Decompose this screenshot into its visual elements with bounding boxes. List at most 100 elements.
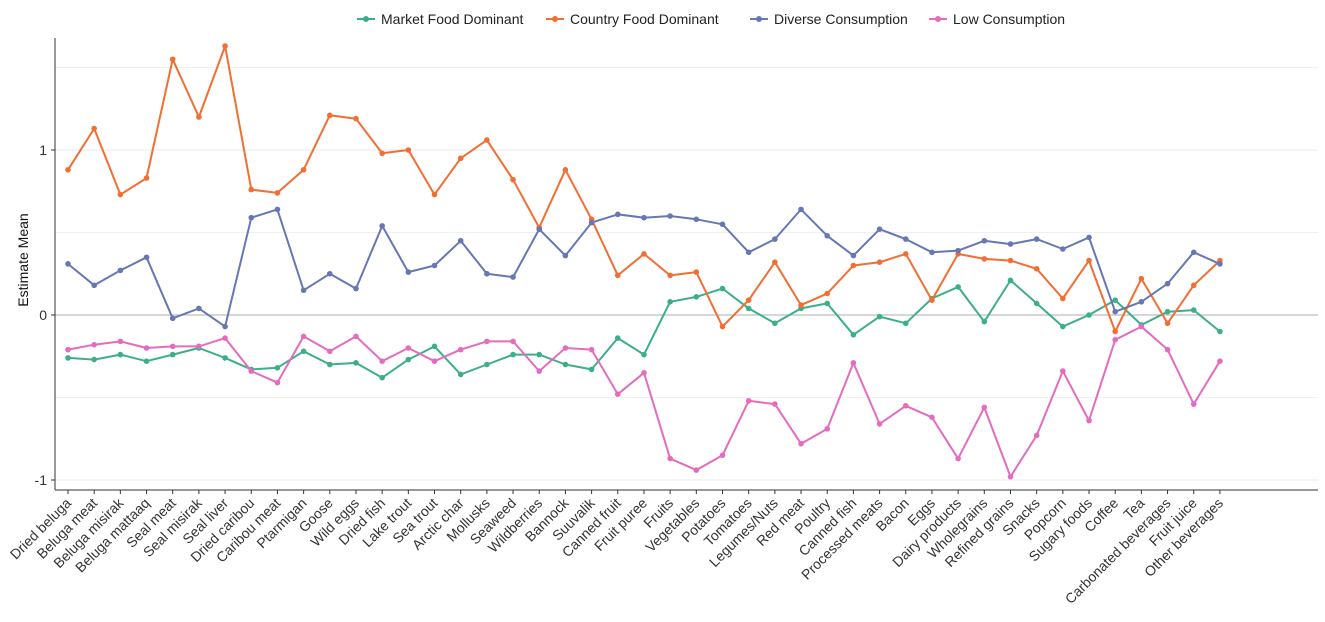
data-point: [693, 216, 700, 223]
data-point: [614, 391, 621, 398]
data-point: [457, 371, 464, 378]
data-point: [562, 167, 569, 173]
data-point: [667, 299, 673, 305]
data-point: [274, 190, 281, 196]
data-point: [1217, 261, 1223, 267]
series-line-low-consumption: [67, 325, 1221, 478]
data-point: [196, 305, 202, 312]
data-point: [353, 360, 359, 366]
data-point: [1060, 246, 1066, 252]
data-point: [169, 56, 176, 63]
data-point: [510, 351, 516, 358]
data-point: [405, 356, 412, 363]
legend-label: Country Food Dominant: [570, 11, 719, 27]
data-point: [1033, 266, 1040, 272]
data-point: [405, 147, 412, 153]
data-point: [117, 351, 124, 358]
data-point: [824, 290, 831, 297]
legend: Market Food Dominant Country Food Dominan…: [357, 11, 1065, 27]
data-point: [405, 345, 412, 351]
y-tick-label: 0: [39, 307, 47, 323]
data-point: [562, 252, 569, 259]
legend-key-point: [935, 16, 941, 22]
data-point: [484, 270, 490, 277]
data-point: [876, 259, 883, 266]
y-tick-label: 1: [39, 142, 47, 158]
data-point: [693, 467, 700, 473]
data-point: [902, 402, 909, 409]
data-point: [405, 269, 412, 275]
data-point: [117, 338, 124, 345]
data-point: [1138, 275, 1145, 282]
data-point: [1060, 295, 1066, 302]
data-point: [772, 320, 778, 327]
data-point: [65, 261, 71, 267]
data-point: [1007, 241, 1014, 247]
data-point: [824, 300, 831, 307]
data-point: [327, 361, 333, 368]
data-point: [1086, 312, 1092, 318]
y-axis-title: Estimate Mean: [15, 213, 31, 306]
data-point: [169, 343, 176, 350]
data-point: [876, 313, 883, 320]
data-point: [772, 236, 778, 242]
legend-label: Low Consumption: [953, 11, 1065, 27]
data-point: [667, 213, 673, 219]
legend-item-diverse-consumption: Diverse Consumption: [750, 11, 908, 27]
data-point: [745, 297, 752, 303]
data-point: [1190, 307, 1197, 313]
data-point: [300, 348, 307, 355]
data-point: [1190, 401, 1197, 407]
data-point: [719, 221, 726, 228]
data-point: [91, 341, 97, 348]
data-point: [1138, 299, 1145, 305]
data-point: [955, 455, 961, 462]
data-point: [693, 294, 700, 300]
data-point: [91, 125, 97, 132]
data-point: [65, 167, 71, 173]
data-point: [929, 297, 935, 303]
series-line-country-food-dominant: [67, 45, 1221, 333]
data-point: [981, 256, 988, 262]
data-point: [1190, 282, 1197, 289]
data-point: [353, 115, 359, 122]
series-low-consumption: [65, 323, 1223, 480]
data-point: [981, 404, 988, 411]
data-point: [1112, 308, 1118, 315]
data-point: [536, 351, 543, 358]
data-point: [431, 358, 438, 365]
data-point: [876, 421, 883, 427]
data-point: [1112, 336, 1118, 343]
data-point: [798, 302, 804, 308]
data-point: [641, 369, 647, 376]
data-point: [143, 345, 150, 351]
data-point: [379, 374, 385, 381]
data-point: [143, 254, 150, 261]
data-point: [981, 318, 988, 325]
data-point: [562, 361, 569, 368]
y-axis: -1 0 1: [35, 38, 56, 490]
data-point: [1190, 249, 1197, 256]
data-point: [1033, 300, 1040, 307]
data-point: [117, 191, 124, 198]
data-point: [745, 249, 752, 256]
data-point: [929, 249, 935, 256]
legend-label: Market Food Dominant: [381, 11, 524, 27]
data-point: [772, 401, 778, 407]
data-point: [614, 272, 621, 279]
data-point: [222, 323, 228, 330]
data-point: [117, 267, 124, 274]
data-point: [222, 43, 228, 49]
data-point: [850, 262, 857, 269]
data-point: [772, 259, 778, 266]
data-point: [719, 285, 726, 292]
data-point: [196, 343, 202, 350]
data-point: [1086, 234, 1092, 241]
series-country-food-dominant: [65, 43, 1223, 335]
data-point: [1164, 308, 1171, 315]
data-point: [536, 226, 543, 232]
data-point: [641, 351, 647, 358]
data-point: [850, 252, 857, 259]
data-point: [143, 175, 150, 181]
data-point: [143, 358, 150, 365]
